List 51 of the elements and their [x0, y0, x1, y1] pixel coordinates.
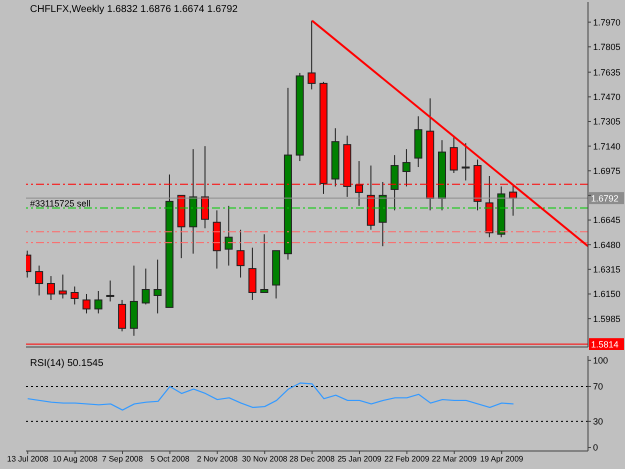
y-tick-label: 1.6645	[593, 215, 621, 226]
candlestick	[450, 135, 458, 174]
x-tick-label: 30 Nov 2008	[242, 454, 288, 464]
x-tick-label: 2 Nov 2008	[196, 454, 238, 464]
annotation: 1.6792	[591, 194, 619, 204]
ref-line-label: #33115725 sell	[30, 198, 90, 209]
y-tick-label: 1.6150	[593, 289, 621, 300]
candlestick	[154, 259, 162, 314]
candlestick	[82, 293, 91, 314]
candlestick	[142, 268, 150, 305]
candlestick	[236, 229, 245, 278]
y-tick-label: 30	[593, 416, 604, 427]
y-tick-label: 1.7635	[593, 67, 621, 78]
candlestick	[260, 234, 268, 293]
y-tick-label: 1.6975	[593, 166, 621, 176]
x-tick-label: 22 Feb 2009	[384, 454, 430, 464]
annotation: 1.5814	[591, 340, 619, 350]
candlestick	[248, 247, 256, 300]
y-tick-label: 1.5985	[593, 314, 621, 324]
x-tick-label: 10 Aug 2008	[52, 454, 98, 464]
candlestick	[70, 286, 79, 305]
line-series	[27, 382, 514, 411]
chart-title: RSI(14) 50.1545	[30, 358, 104, 369]
candlestick	[58, 274, 67, 299]
x-tick-label: 19 Apr 2009	[480, 454, 524, 464]
x-tick-label: 5 Oct 2008	[150, 454, 190, 464]
y-tick-label: 1.7970	[593, 17, 621, 28]
x-tick-label: 13 Jul 2008	[7, 454, 49, 464]
x-tick-label: 25 Jan 2009	[337, 454, 382, 464]
candlestick	[35, 265, 44, 296]
x-tick-label: 7 Sep 2008	[102, 454, 144, 464]
candlestick	[224, 205, 233, 266]
y-tick-label: 1.6315	[593, 264, 621, 275]
y-tick-label: 100	[593, 356, 608, 366]
y-tick-label: 1.6480	[593, 240, 621, 250]
y-tick-label: 1.7305	[593, 116, 621, 127]
x-tick-label: 22 Mar 2009	[432, 454, 478, 464]
candlestick	[462, 142, 470, 181]
candlestick	[46, 276, 55, 300]
candlestick	[94, 290, 102, 314]
candlestick	[402, 148, 410, 187]
y-tick-label: 1.7470	[593, 92, 621, 102]
chart-title: CHFLFX,Weekly 1.6832 1.6876 1.6674 1.6792	[30, 4, 238, 15]
y-tick-label: 1.7140	[593, 141, 621, 152]
candlestick	[118, 299, 126, 332]
candlestick	[106, 280, 114, 302]
y-tick-label: 1.7805	[593, 42, 621, 52]
y-tick-label: 70	[593, 382, 604, 392]
y-tick-label: 0	[593, 442, 598, 453]
x-tick-label: 28 Dec 2008	[289, 454, 336, 464]
candlestick	[390, 154, 399, 211]
